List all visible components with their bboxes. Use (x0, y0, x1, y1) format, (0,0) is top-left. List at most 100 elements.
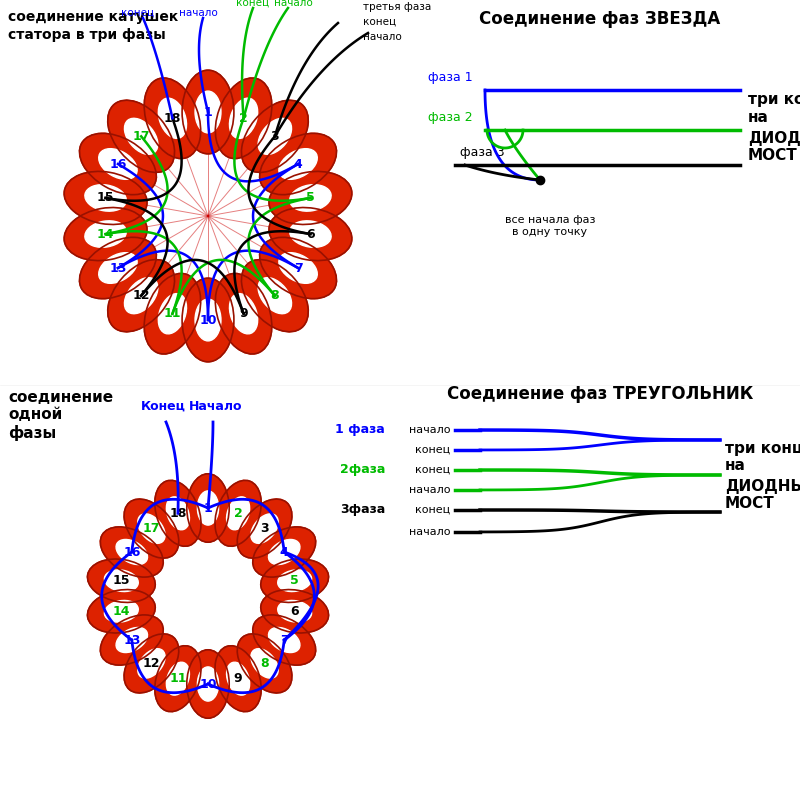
Text: начало: начало (409, 527, 450, 537)
Ellipse shape (186, 650, 230, 718)
Ellipse shape (144, 78, 201, 158)
Text: 15: 15 (97, 191, 114, 205)
Ellipse shape (144, 274, 201, 354)
Ellipse shape (278, 570, 312, 591)
Ellipse shape (158, 294, 186, 334)
Ellipse shape (258, 118, 291, 154)
Text: 1: 1 (204, 106, 212, 118)
Text: 1: 1 (204, 502, 212, 514)
Text: 6: 6 (306, 227, 314, 241)
Ellipse shape (79, 238, 156, 298)
Text: Соединение фаз ТРЕУГОЛЬНИК: Соединение фаз ТРЕУГОЛЬНИК (447, 385, 753, 403)
Text: начало: начало (178, 8, 218, 18)
Text: 12: 12 (142, 657, 160, 670)
Text: фаза 1: фаза 1 (428, 71, 473, 84)
Text: 8: 8 (270, 289, 279, 302)
Text: 3: 3 (270, 130, 279, 143)
Text: 7: 7 (294, 262, 302, 274)
Text: конец: конец (415, 465, 450, 475)
Text: 2: 2 (239, 112, 248, 125)
Text: 16: 16 (110, 158, 126, 170)
Text: 16: 16 (123, 546, 141, 558)
Text: 11: 11 (169, 672, 186, 685)
Ellipse shape (215, 274, 272, 354)
Text: 9: 9 (239, 307, 248, 320)
Text: фаза 3: фаза 3 (460, 146, 505, 159)
Ellipse shape (154, 480, 201, 546)
Ellipse shape (166, 662, 190, 695)
Ellipse shape (79, 134, 156, 194)
Ellipse shape (182, 70, 234, 154)
Ellipse shape (242, 259, 308, 332)
Text: три конца
на
ДИОДНЫЙ
МОСТ: три конца на ДИОДНЫЙ МОСТ (725, 441, 800, 511)
Text: три конца
на
ДИОДНЫЙ
МОСТ: три конца на ДИОДНЫЙ МОСТ (748, 92, 800, 163)
Text: конец: конец (415, 505, 450, 515)
Ellipse shape (186, 474, 230, 542)
Ellipse shape (215, 78, 272, 158)
Ellipse shape (124, 499, 178, 558)
Text: 3: 3 (260, 522, 269, 535)
Ellipse shape (108, 100, 174, 173)
Text: 14: 14 (97, 227, 114, 241)
Text: фаза 2: фаза 2 (428, 111, 473, 124)
Ellipse shape (198, 491, 218, 525)
Text: конец: конец (122, 8, 154, 18)
Text: соединение катушек: соединение катушек (8, 10, 178, 24)
Ellipse shape (269, 627, 300, 653)
Text: 12: 12 (133, 289, 150, 302)
Ellipse shape (215, 646, 262, 712)
Text: 2: 2 (234, 507, 242, 520)
Ellipse shape (154, 646, 201, 712)
Text: начало: начало (363, 32, 402, 42)
Text: 15: 15 (113, 574, 130, 587)
Ellipse shape (238, 634, 292, 693)
Text: 2фаза: 2фаза (340, 463, 385, 477)
Ellipse shape (226, 497, 250, 530)
Ellipse shape (87, 559, 155, 602)
Ellipse shape (253, 527, 316, 577)
Text: 6: 6 (290, 605, 299, 618)
Ellipse shape (85, 221, 126, 247)
Text: 9: 9 (234, 672, 242, 685)
Text: конец: конец (363, 17, 396, 27)
Ellipse shape (253, 615, 316, 665)
Ellipse shape (261, 590, 329, 633)
Ellipse shape (116, 627, 147, 653)
Ellipse shape (230, 98, 258, 138)
Ellipse shape (100, 615, 163, 665)
Ellipse shape (138, 649, 165, 678)
Text: 5: 5 (306, 191, 314, 205)
Text: 4: 4 (294, 158, 302, 170)
Ellipse shape (269, 207, 352, 261)
Text: статора в три фазы: статора в три фазы (8, 28, 166, 42)
Ellipse shape (124, 634, 178, 693)
Ellipse shape (64, 207, 147, 261)
Text: 10: 10 (199, 678, 217, 690)
Ellipse shape (64, 171, 147, 225)
Text: 1 фаза: 1 фаза (335, 423, 385, 437)
Ellipse shape (98, 149, 137, 179)
Ellipse shape (260, 134, 337, 194)
Ellipse shape (279, 253, 318, 283)
Text: Начало: Начало (190, 400, 242, 413)
Text: начало: начало (274, 0, 312, 8)
Ellipse shape (290, 185, 331, 211)
Text: Конец: Конец (141, 400, 186, 413)
Text: 17: 17 (133, 130, 150, 143)
Ellipse shape (269, 539, 300, 565)
Text: 3фаза: 3фаза (340, 503, 385, 517)
Text: третья фаза: третья фаза (363, 2, 431, 12)
Ellipse shape (182, 278, 234, 362)
Text: 10: 10 (199, 314, 217, 326)
Ellipse shape (98, 253, 137, 283)
Ellipse shape (261, 559, 329, 602)
Text: 7: 7 (280, 634, 289, 646)
Ellipse shape (230, 294, 258, 334)
Ellipse shape (100, 527, 163, 577)
Ellipse shape (195, 299, 221, 341)
Ellipse shape (138, 514, 165, 543)
Text: 13: 13 (110, 262, 126, 274)
Text: 5: 5 (290, 574, 299, 587)
Ellipse shape (158, 98, 186, 138)
Ellipse shape (104, 601, 138, 622)
